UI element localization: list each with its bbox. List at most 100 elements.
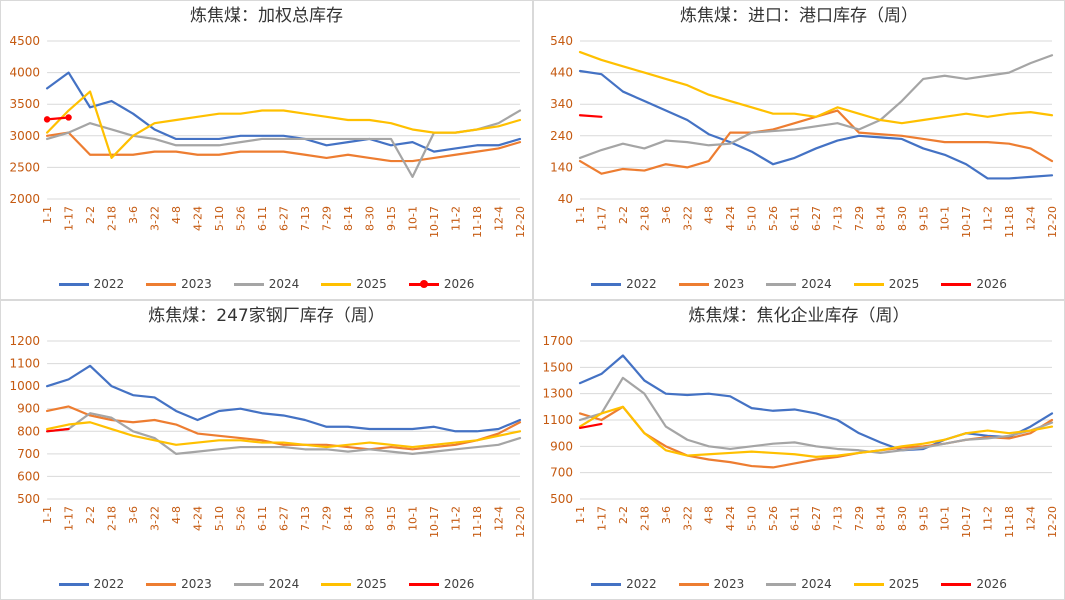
series-marker: [43, 116, 51, 123]
x-tick-label: 8-30: [896, 506, 909, 531]
series-line-2023: [45, 405, 522, 451]
legend-item-2026: 2026: [941, 577, 1007, 591]
chart-legend: 2022 2023 2024 2025 2026: [534, 571, 1064, 597]
x-tick-label: 1-17: [63, 206, 76, 231]
series-line-2026: [578, 422, 603, 430]
x-tick-label: 4-24: [724, 506, 737, 531]
x-tick-label: 6-27: [810, 506, 823, 531]
chart-panel-steel-mill-inventory: 炼焦煤：247家钢厂库存（周） 500 600 700 800 900 1000 1100 1…: [0, 300, 533, 600]
legend-swatch: [321, 582, 352, 586]
x-tick-label: 5-10: [213, 206, 226, 231]
y-tick-label: 500: [550, 492, 573, 506]
x-tick-label: 6-27: [278, 206, 291, 231]
legend-item-2025: 2025: [853, 277, 919, 291]
legend-item-2026: 2026: [941, 277, 1007, 291]
x-tick-label: 7-29: [321, 506, 334, 531]
line-chart: 500 600 700 800 900 1000 1100 1200 1-1 1-17 2-2 2-1…: [9, 334, 526, 538]
series-line-2026: [578, 114, 603, 118]
x-tick-label: 4-8: [170, 506, 183, 524]
x-tick-label: 8-30: [896, 206, 909, 231]
y-tick-label: 3500: [9, 97, 40, 111]
y-tick-label: 540: [550, 34, 573, 48]
x-tick-label: 4-24: [192, 206, 205, 231]
y-tick-label: 40: [558, 192, 573, 206]
x-tick-label: 3-22: [149, 206, 162, 231]
series-line-2022: [45, 364, 522, 433]
y-tick-label: 1500: [542, 360, 573, 374]
x-tick-label: 1-1: [574, 206, 587, 224]
legend-swatch: [941, 582, 972, 586]
x-tick-label: 2-2: [617, 506, 630, 524]
legend-label: 2026: [976, 577, 1007, 591]
x-tick-label: 3-6: [127, 206, 140, 224]
y-tick-label: 2500: [9, 160, 40, 174]
series-line-2024: [45, 412, 522, 455]
series-line-2025: [45, 90, 522, 160]
legend-swatch: [766, 582, 797, 586]
y-tick-label: 700: [17, 447, 40, 461]
x-tick-label: 3-22: [681, 206, 694, 231]
y-tick-label: 1200: [9, 334, 40, 348]
x-tick-label: 4-24: [724, 206, 737, 231]
x-tick-label: 3-22: [681, 506, 694, 531]
legend-item-2024: 2024: [233, 577, 300, 591]
x-tick-label: 5-10: [746, 506, 759, 531]
legend-label: 2024: [268, 577, 300, 591]
x-tick-label: 1-1: [41, 506, 54, 524]
x-tick-label: 7-29: [853, 506, 866, 531]
x-tick-label: 10-17: [960, 506, 973, 538]
x-tick-label: 12-4: [1025, 206, 1038, 231]
y-tick-label: 600: [17, 469, 40, 483]
legend-swatch: [408, 582, 439, 586]
x-tick-label: 1-1: [41, 206, 54, 224]
legend-item-2022: 2022: [58, 577, 124, 591]
chart-panel-coking-enterprise-inventory: 炼焦煤：焦化企业库存（周） 500 700 900 1100 1300 1500 1700 1…: [533, 300, 1065, 600]
x-tick-label: 8-30: [364, 506, 377, 531]
series-line-2026: [45, 116, 70, 121]
x-tick-label: 12-4: [492, 506, 505, 531]
legend-item-2022: 2022: [591, 277, 657, 291]
chart-panel-import-port-inventory: 炼焦煤：进口：港口库存（周） 40 140 240 340 440 540 1-1 1-17 2…: [533, 0, 1065, 300]
legend-swatch: [146, 582, 177, 586]
y-tick-label: 1300: [542, 387, 573, 401]
legend-swatch: [146, 282, 177, 286]
series-line-2025: [578, 405, 1054, 458]
x-tick-label: 11-18: [1003, 506, 1016, 538]
x-tick-label: 4-8: [703, 206, 716, 224]
legend-item-2024: 2024: [766, 277, 832, 291]
x-tick-label: 2-2: [617, 206, 630, 224]
legend-swatch: [941, 282, 972, 286]
legend-item-2024: 2024: [766, 577, 832, 591]
chart-title: 炼焦煤：焦化企业库存（周）: [688, 306, 910, 326]
x-tick-label: 5-26: [767, 506, 780, 531]
x-tick-label: 6-11: [789, 206, 802, 231]
x-tick-label: 12-20: [514, 206, 527, 238]
legend-swatch: [321, 282, 352, 286]
x-tick-label: 7-13: [831, 506, 844, 531]
x-tick-label: 12-4: [1025, 506, 1038, 531]
x-tick-label: 1-17: [63, 506, 76, 531]
x-tick-label: 5-26: [235, 206, 248, 231]
x-tick-label: 9-15: [385, 206, 398, 231]
x-tick-label: 6-27: [810, 206, 823, 231]
x-tick-label: 12-20: [1046, 206, 1059, 238]
legend-item-2022: 2022: [58, 277, 124, 291]
x-tick-label: 9-15: [385, 506, 398, 531]
y-tick-label: 500: [17, 492, 40, 506]
x-tick-label: 6-27: [278, 506, 291, 531]
x-tick-label: 10-17: [428, 506, 441, 538]
x-tick-label: 6-11: [256, 506, 269, 531]
legend-label: 2025: [356, 277, 387, 291]
x-tick-label: 8-30: [364, 206, 377, 231]
x-tick-label: 9-15: [917, 206, 930, 231]
legend-item-2023: 2023: [146, 577, 212, 591]
x-tick-label: 10-1: [407, 206, 420, 231]
legend-label: 2026: [443, 277, 475, 291]
legend-item-2023: 2023: [146, 277, 212, 291]
x-tick-label: 3-6: [127, 506, 140, 524]
legend-item-2025: 2025: [321, 577, 387, 591]
line-chart: 40 140 240 340 440 540 1-1 1-17 2-2 2-18 3-6 3-22 4-…: [550, 34, 1059, 238]
x-tick-label: 7-29: [853, 206, 866, 231]
legend-item-2025: 2025: [321, 277, 387, 291]
y-tick-label: 1700: [542, 334, 573, 348]
